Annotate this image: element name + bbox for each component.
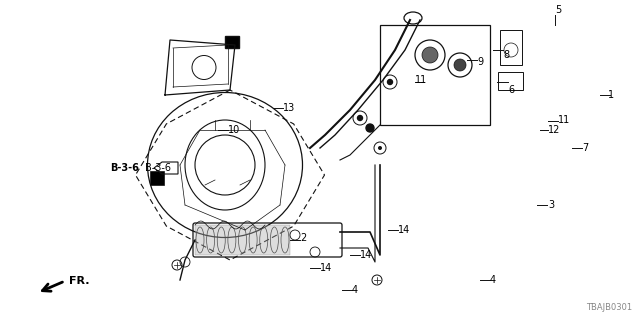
Text: 2: 2 bbox=[300, 233, 307, 243]
Text: B-3-6: B-3-6 bbox=[145, 163, 171, 173]
Text: TBAJB0301: TBAJB0301 bbox=[586, 303, 632, 312]
Polygon shape bbox=[195, 225, 290, 255]
Circle shape bbox=[387, 79, 392, 84]
Text: 11: 11 bbox=[415, 75, 428, 85]
Text: 12: 12 bbox=[548, 125, 561, 135]
Text: 7: 7 bbox=[582, 143, 588, 153]
Text: 5: 5 bbox=[555, 5, 561, 15]
FancyBboxPatch shape bbox=[150, 171, 164, 185]
Text: B-3-6: B-3-6 bbox=[110, 163, 139, 173]
Text: 1: 1 bbox=[608, 90, 614, 100]
Circle shape bbox=[358, 116, 362, 121]
Text: 14: 14 bbox=[360, 250, 372, 260]
Text: 6: 6 bbox=[508, 85, 514, 95]
Text: 10: 10 bbox=[228, 125, 240, 135]
Text: 14: 14 bbox=[320, 263, 332, 273]
Circle shape bbox=[366, 124, 374, 132]
Text: 14: 14 bbox=[398, 225, 410, 235]
Text: 4: 4 bbox=[490, 275, 496, 285]
Text: FR.: FR. bbox=[69, 276, 90, 286]
Text: 4: 4 bbox=[352, 285, 358, 295]
Circle shape bbox=[378, 146, 382, 150]
Text: 13: 13 bbox=[283, 103, 295, 113]
Text: 3: 3 bbox=[548, 200, 554, 210]
Text: 11: 11 bbox=[558, 115, 570, 125]
Circle shape bbox=[422, 47, 438, 63]
FancyBboxPatch shape bbox=[225, 36, 239, 48]
Text: 9: 9 bbox=[477, 57, 483, 67]
Text: 8: 8 bbox=[503, 50, 509, 60]
Circle shape bbox=[454, 59, 466, 71]
